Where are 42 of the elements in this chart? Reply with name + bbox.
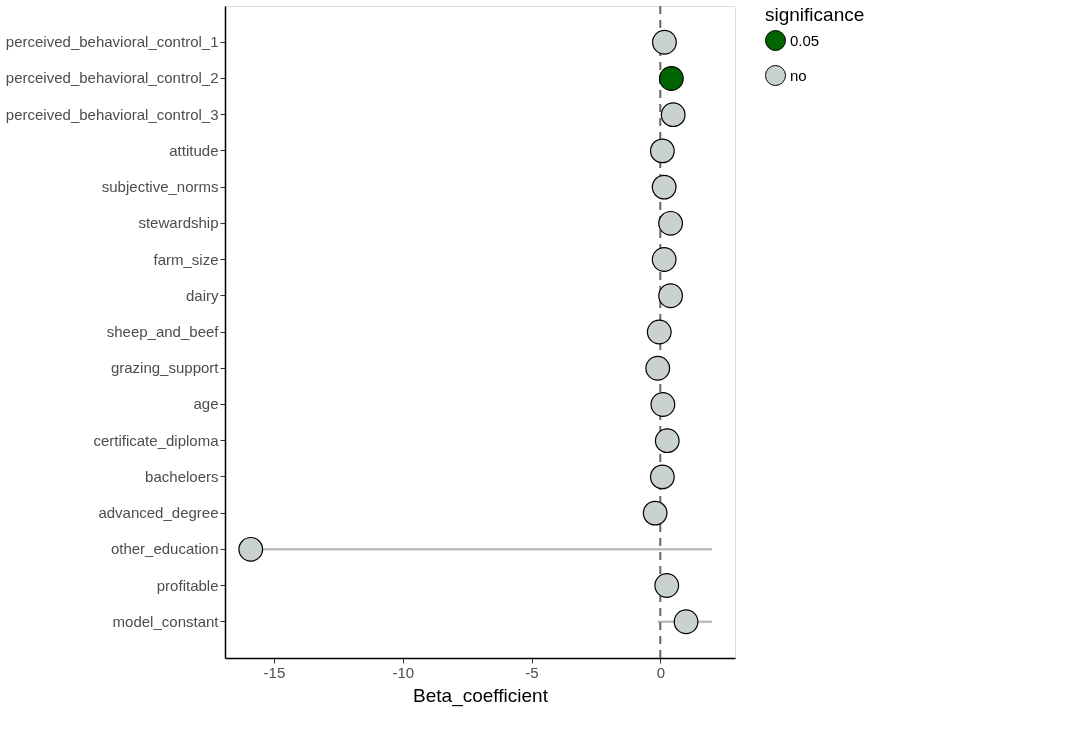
point	[649, 138, 675, 164]
y-tick-label: perceived_behavioral_control_1	[5, 33, 219, 51]
y-tick-label: profitable	[156, 576, 219, 594]
x-tick-label: -15	[263, 663, 286, 681]
point	[645, 355, 671, 381]
point	[654, 573, 680, 598]
point	[660, 102, 686, 128]
point	[654, 428, 680, 454]
point	[673, 609, 699, 635]
y-tick-label: stewardship	[138, 214, 219, 232]
y-tick-label: advanced_degree	[98, 504, 219, 522]
point	[658, 210, 684, 236]
legend-label: no	[790, 66, 807, 84]
y-tick-label: age	[193, 395, 219, 413]
point	[651, 174, 677, 200]
y-tick-label: perceived_behavioral_control_2	[5, 69, 219, 87]
point	[642, 500, 668, 526]
y-tick-label: model_constant	[112, 612, 220, 630]
point	[646, 319, 672, 345]
y-tick-label: other_education	[110, 540, 219, 558]
y-tick-label: grazing_support	[110, 359, 220, 377]
x-axis-title: Beta_coefficient	[413, 684, 549, 707]
point	[650, 392, 676, 417]
y-tick-label: farm_size	[153, 250, 219, 268]
x-tick-label: -5	[525, 663, 539, 681]
point	[651, 247, 677, 272]
y-tick-label: perceived_behavioral_control_3	[5, 105, 219, 123]
point	[649, 464, 675, 490]
y-tick-label: sheep_and_beef	[106, 323, 220, 340]
y-tick-label: certificate_diploma	[93, 431, 220, 449]
point	[658, 283, 684, 309]
legend-title: significance	[765, 4, 865, 25]
y-tick-label: attitude	[169, 141, 219, 159]
point	[658, 66, 684, 91]
x-tick-label: -10	[392, 663, 415, 681]
y-tick-label: bacheloers	[145, 467, 219, 485]
point	[238, 536, 264, 562]
y-tick-label: dairy	[185, 286, 219, 304]
y-tick-label: subjective_norms	[101, 178, 219, 196]
x-tick-label: 0	[656, 663, 665, 681]
point	[651, 29, 677, 55]
legend-label: 0.05	[790, 31, 820, 49]
